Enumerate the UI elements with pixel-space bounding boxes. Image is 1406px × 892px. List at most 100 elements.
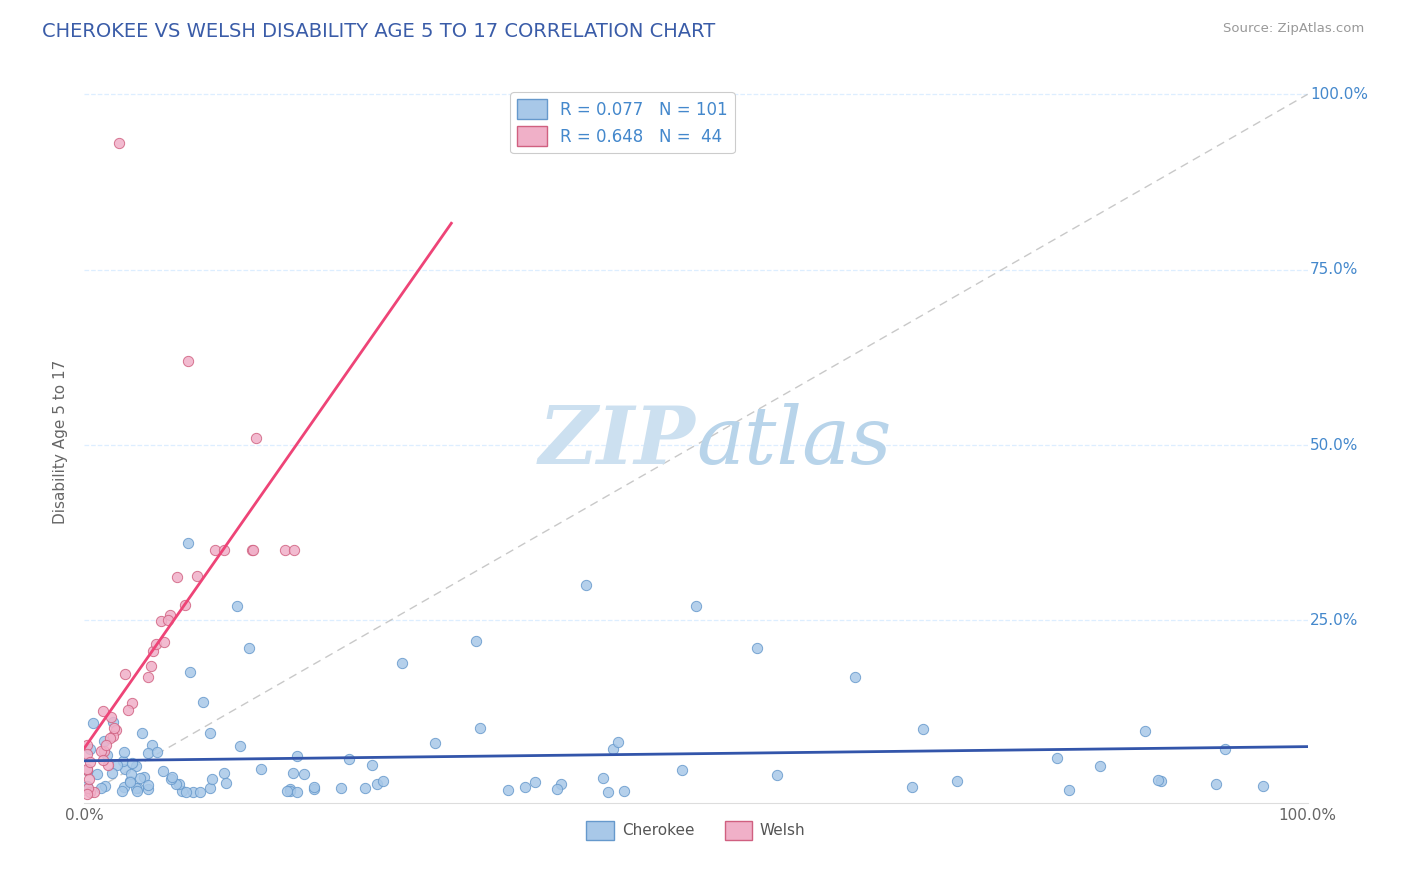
Point	[112, 780, 135, 794]
Point	[844, 669, 866, 683]
Point	[114, 667, 136, 681]
Point	[575, 578, 598, 592]
Point	[159, 607, 181, 622]
Point	[1213, 742, 1236, 756]
Point	[198, 726, 221, 740]
Point	[281, 766, 304, 780]
Point	[179, 665, 201, 679]
Point	[176, 785, 198, 799]
Point	[90, 781, 112, 796]
Text: 25.0%: 25.0%	[1310, 613, 1358, 628]
Point	[464, 634, 486, 648]
Point	[98, 731, 121, 746]
Point	[550, 777, 572, 791]
Point	[166, 570, 188, 584]
Point	[273, 543, 295, 558]
Point	[76, 779, 98, 793]
Point	[204, 543, 226, 558]
Y-axis label: Disability Age 5 to 17: Disability Age 5 to 17	[53, 359, 69, 524]
Point	[117, 703, 139, 717]
Point	[765, 768, 787, 782]
Point	[278, 781, 301, 796]
Point	[361, 757, 384, 772]
Point	[127, 780, 149, 795]
Point	[425, 736, 447, 750]
Point	[186, 569, 208, 583]
Point	[153, 634, 176, 648]
Point	[121, 756, 143, 770]
Point	[142, 644, 165, 658]
Point	[373, 774, 395, 789]
Point	[136, 779, 159, 793]
Point	[76, 762, 98, 776]
Point	[96, 747, 118, 762]
Point	[100, 710, 122, 724]
Point	[1205, 777, 1227, 791]
Point	[188, 785, 211, 799]
Point	[1133, 723, 1156, 738]
Point	[212, 766, 235, 780]
Point	[120, 775, 142, 789]
Point	[121, 696, 143, 710]
Point	[596, 785, 619, 799]
Point	[229, 739, 252, 754]
Text: CHEROKEE VS WELSH DISABILITY AGE 5 TO 17 CORRELATION CHART: CHEROKEE VS WELSH DISABILITY AGE 5 TO 17…	[42, 22, 716, 41]
Point	[146, 745, 169, 759]
Point	[112, 754, 135, 768]
Point	[77, 772, 100, 787]
Text: 100.0%: 100.0%	[1310, 87, 1368, 102]
Point	[79, 755, 101, 769]
Point	[238, 641, 260, 656]
Point	[129, 771, 152, 785]
Point	[900, 780, 922, 794]
Point	[1046, 751, 1069, 765]
Point	[911, 723, 934, 737]
Point	[94, 779, 117, 793]
Point	[177, 536, 200, 550]
Point	[177, 354, 200, 368]
Point	[77, 780, 100, 795]
Point	[111, 784, 134, 798]
Point	[145, 636, 167, 650]
Point	[1150, 774, 1173, 789]
Point	[181, 785, 204, 799]
Point	[104, 723, 127, 737]
Point	[97, 757, 120, 772]
Point	[93, 744, 115, 758]
Point	[592, 771, 614, 785]
Point	[606, 734, 628, 748]
Point	[747, 641, 769, 656]
Point	[278, 784, 301, 798]
Point	[103, 722, 125, 736]
Point	[685, 599, 707, 614]
Point	[1147, 773, 1170, 788]
Point	[101, 729, 124, 743]
Point	[215, 776, 238, 790]
Point	[242, 543, 264, 558]
Point	[337, 752, 360, 766]
Point	[1057, 782, 1080, 797]
Point	[353, 780, 375, 795]
Point	[76, 747, 98, 761]
Point	[141, 658, 163, 673]
Point	[125, 780, 148, 795]
Point	[103, 715, 125, 730]
Point	[141, 738, 163, 752]
Point	[292, 767, 315, 781]
Point	[468, 721, 491, 735]
Point	[131, 726, 153, 740]
Point	[149, 614, 172, 628]
Point	[101, 765, 124, 780]
Point	[114, 762, 136, 776]
Point	[212, 543, 235, 558]
Point	[285, 749, 308, 764]
Point	[167, 777, 190, 791]
Point	[170, 784, 193, 798]
Point	[90, 744, 112, 758]
Point	[1251, 779, 1274, 793]
Point	[330, 780, 353, 795]
Point	[276, 783, 298, 797]
Point	[159, 772, 181, 786]
Point	[513, 780, 536, 794]
Point	[302, 780, 325, 795]
